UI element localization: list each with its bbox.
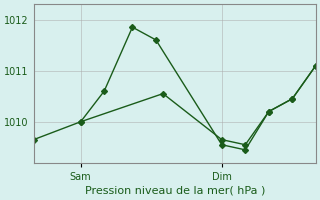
X-axis label: Pression niveau de la mer( hPa ): Pression niveau de la mer( hPa ) xyxy=(84,186,265,196)
